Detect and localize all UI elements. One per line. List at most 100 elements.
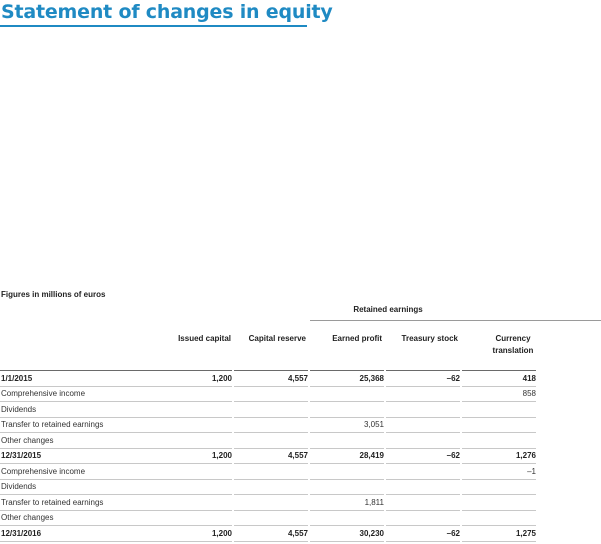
column-gap [536,448,601,464]
cell-treasury-stock [386,463,460,480]
cell-issued-capital: 1,200 [155,525,232,542]
table-row: Dividends [0,401,601,418]
row-label: Dividends [0,479,155,495]
cell-issued-capital [155,510,232,526]
column-gap [536,464,601,480]
cell-earned-profit [310,401,384,418]
col-header-issued-capital: Issued capital [178,334,231,343]
cell-treasury-stock: –62 [386,370,460,387]
cell-currency-translation [462,432,536,449]
table-row: 12/31/2015 1,200 4,557 28,419 –62 1,276 [0,447,601,464]
cell-earned-profit: 28,419 [310,447,384,464]
row-label: 1/1/2015 [0,370,155,387]
table-row: Transfer to retained earnings 3,051 [0,417,601,433]
col-header-capital-reserve: Capital reserve [248,334,306,343]
cell-treasury-stock [386,510,460,526]
col-header-treasury-stock: Treasury stock [401,334,458,343]
column-gap [536,417,601,433]
cell-earned-profit: 1,811 [310,494,384,511]
table-row: Other changes [0,432,601,449]
cell-capital-reserve [234,510,308,526]
equity-table: 1/1/2015 1,200 4,557 25,368 –62 418 Comprehens… [0,370,601,542]
col-header-currency-line1: Currency [495,334,531,343]
cell-currency-translation [462,510,536,526]
retained-earnings-group-header: Retained earnings [353,305,423,314]
cell-issued-capital [155,432,232,449]
cell-issued-capital [155,494,232,511]
title-underline [0,25,307,27]
column-gap [536,433,601,449]
cell-earned-profit: 25,368 [310,370,384,387]
column-gap [536,479,601,495]
column-gap [536,495,601,511]
row-label: Other changes [0,432,155,449]
col-header-currency-line2: translation [492,346,534,355]
column-gap [536,510,601,526]
cell-currency-translation [462,401,536,418]
table-row: Comprehensive income –1 [0,463,601,480]
column-gap [536,402,601,418]
cell-treasury-stock: –62 [386,525,460,542]
cell-treasury-stock [386,417,460,433]
table-row: 12/31/2016 1,200 4,557 30,230 –62 1,275 [0,525,601,542]
col-header-earned-profit: Earned profit [332,334,382,343]
table-row: Other changes [0,510,601,526]
cell-earned-profit: 3,051 [310,417,384,433]
cell-treasury-stock: –62 [386,447,460,464]
row-label: Transfer to retained earnings [0,494,155,511]
cell-treasury-stock [386,432,460,449]
table-row: Dividends [0,479,601,495]
cell-capital-reserve [234,417,308,433]
row-label: Dividends [0,401,155,418]
cell-treasury-stock [386,401,460,418]
cell-capital-reserve [234,479,308,495]
cell-issued-capital [155,463,232,480]
cell-currency-translation: –1 [462,463,536,480]
column-gap [536,526,601,542]
cell-treasury-stock [386,386,460,402]
cell-currency-translation: 418 [462,370,536,387]
cell-earned-profit [310,510,384,526]
column-gap [536,386,601,402]
row-label: 12/31/2015 [0,447,155,464]
cell-earned-profit [310,463,384,480]
cell-currency-translation [462,479,536,495]
row-label: Other changes [0,510,155,526]
cell-currency-translation: 1,276 [462,447,536,464]
cell-capital-reserve [234,494,308,511]
cell-capital-reserve: 4,557 [234,370,308,387]
cell-earned-profit: 30,230 [310,525,384,542]
page-title: Statement of changes in equity [1,1,333,23]
cell-issued-capital [155,386,232,402]
col-header-currency-translation: Currency translation [482,333,544,357]
cell-currency-translation: 858 [462,386,536,402]
cell-capital-reserve [234,432,308,449]
table-row: 1/1/2015 1,200 4,557 25,368 –62 418 [0,370,601,387]
cell-issued-capital [155,401,232,418]
row-label: Comprehensive income [0,463,155,480]
cell-capital-reserve: 4,557 [234,525,308,542]
cell-issued-capital [155,417,232,433]
cell-currency-translation [462,494,536,511]
cell-earned-profit [310,479,384,495]
cell-capital-reserve: 4,557 [234,447,308,464]
row-label: Transfer to retained earnings [0,417,155,433]
row-label: Comprehensive income [0,386,155,402]
cell-currency-translation [462,417,536,433]
cell-treasury-stock [386,494,460,511]
cell-currency-translation: 1,275 [462,525,536,542]
table-row: Comprehensive income 858 [0,386,601,402]
column-gap [536,371,601,387]
cell-capital-reserve [234,463,308,480]
cell-capital-reserve [234,401,308,418]
cell-issued-capital: 1,200 [155,447,232,464]
table-row: Transfer to retained earnings 1,811 [0,494,601,511]
cell-earned-profit [310,386,384,402]
row-label: 12/31/2016 [0,525,155,542]
cell-treasury-stock [386,479,460,495]
cell-earned-profit [310,432,384,449]
cell-issued-capital: 1,200 [155,370,232,387]
cell-issued-capital [155,479,232,495]
group-header-rule [310,320,601,321]
cell-capital-reserve [234,386,308,402]
